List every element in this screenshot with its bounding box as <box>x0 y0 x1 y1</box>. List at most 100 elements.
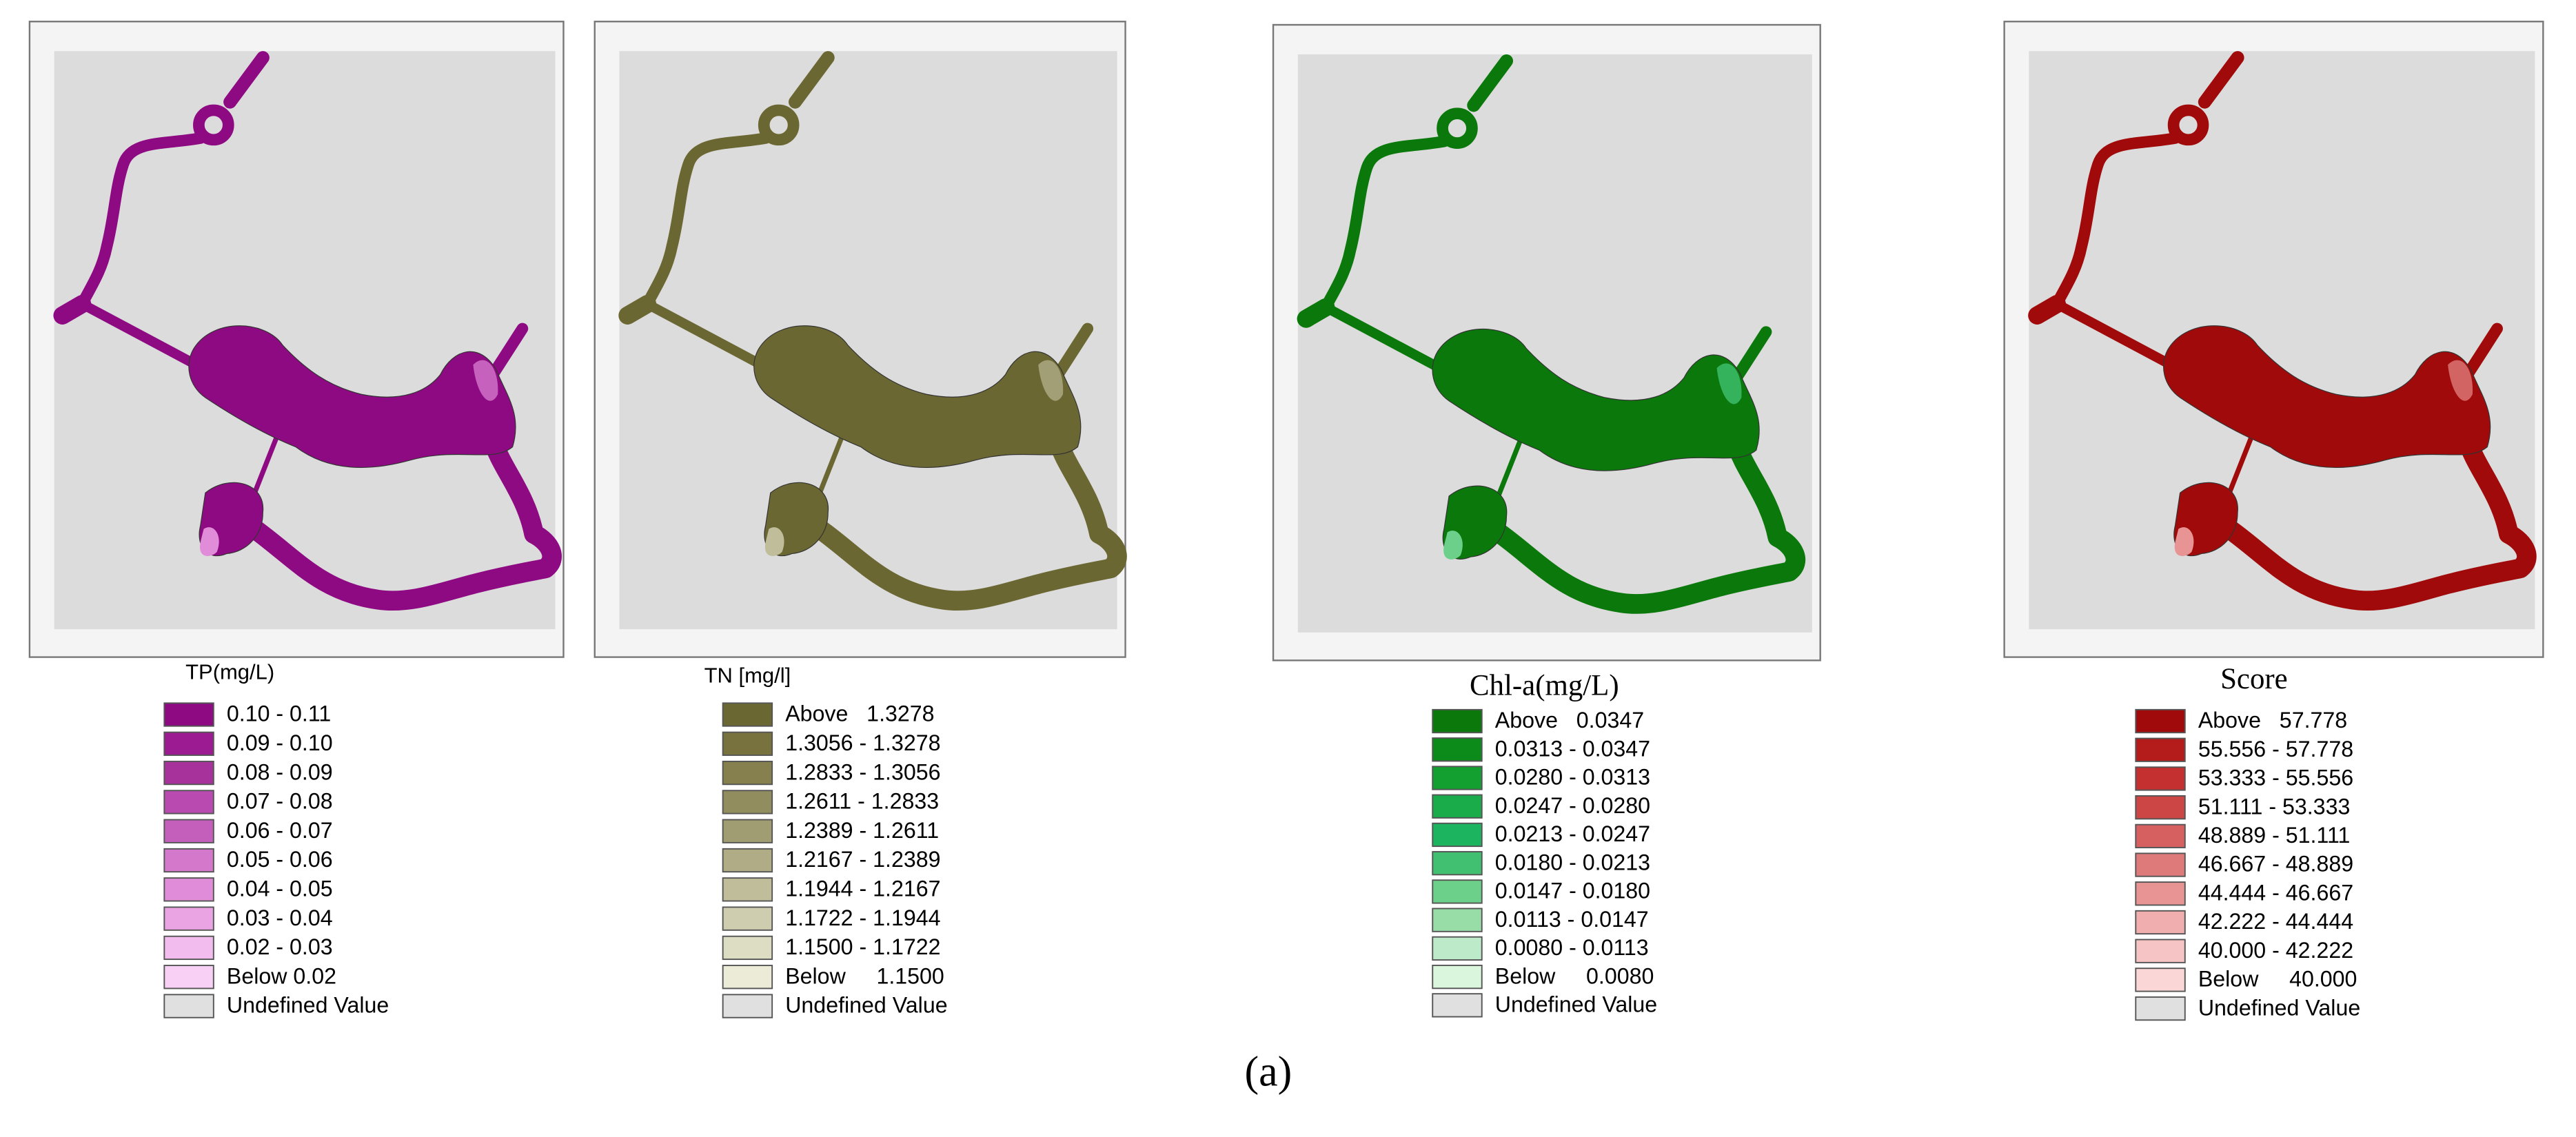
legend-swatch <box>1432 908 1483 932</box>
caption: (a) <box>1245 1049 1292 1096</box>
channel <box>252 428 282 495</box>
legend-label: Undefined Value <box>227 993 389 1018</box>
channel <box>1488 433 1806 614</box>
low-zone <box>2448 360 2473 401</box>
legend-label: Undefined Value <box>2198 995 2360 1020</box>
legend-label: 0.0280 - 0.0313 <box>1495 765 1650 790</box>
legend-label: 1.2389 - 1.2611 <box>785 818 939 843</box>
legend-label: 48.889 - 51.111 <box>2198 823 2351 848</box>
legend-swatch <box>163 877 214 902</box>
channel <box>77 299 211 375</box>
legend-swatch <box>1432 936 1483 961</box>
legend-label: 51.111 - 53.333 <box>2198 794 2351 819</box>
legend-label: Above 0.0347 <box>1495 708 1644 733</box>
low-zone <box>2174 527 2194 557</box>
low-zone <box>473 360 498 401</box>
lake <box>1432 328 1760 471</box>
legend-title: TP(mg/L) <box>185 660 274 684</box>
legend-label: 0.07 - 0.08 <box>227 789 333 814</box>
channel <box>245 430 562 611</box>
legend-label: 0.0080 - 0.0113 <box>1495 935 1649 960</box>
legend-label: 0.03 - 0.04 <box>227 905 333 930</box>
legend-swatch <box>2135 823 2186 848</box>
legend-swatch <box>722 760 773 786</box>
legend-swatch <box>163 935 214 961</box>
legend-label: 1.1722 - 1.1944 <box>785 905 940 930</box>
lake <box>2163 325 2491 468</box>
legend-label: 0.08 - 0.09 <box>227 759 333 784</box>
legend-label: 0.09 - 0.10 <box>227 730 333 755</box>
legend-label: 1.1500 - 1.1722 <box>785 934 940 959</box>
ring-pond <box>193 104 234 146</box>
legend-swatch <box>1432 879 1483 904</box>
legend-swatch <box>722 702 773 727</box>
legend-swatch <box>1432 794 1483 819</box>
legend-swatch <box>722 965 773 990</box>
legend-swatch <box>163 819 214 843</box>
legend-label: 0.10 - 0.11 <box>227 701 331 726</box>
legend-swatch <box>722 790 773 815</box>
ring-pond <box>1437 107 1478 149</box>
legend-label: Below 40.000 <box>2198 967 2357 992</box>
ring-pond <box>2167 104 2209 146</box>
legend-swatch <box>722 994 773 1018</box>
lake <box>188 325 516 468</box>
channel <box>2219 430 2537 611</box>
map-area <box>54 51 556 630</box>
low-zone <box>200 527 219 557</box>
legend-swatch <box>163 994 214 1018</box>
legend-label: 1.1944 - 1.2167 <box>785 877 940 901</box>
legend-label: Below 0.02 <box>227 963 336 988</box>
map-area <box>1297 54 1812 633</box>
legend-label: 55.556 - 57.778 <box>2198 737 2353 761</box>
legend-title: TN [mg/l] <box>704 663 791 687</box>
legend-swatch <box>1432 766 1483 790</box>
water-body <box>2028 51 2537 611</box>
channel <box>642 299 775 375</box>
legend-label: 1.2833 - 1.3056 <box>785 759 940 784</box>
low-zone <box>1716 363 1742 404</box>
legend-swatch <box>1432 822 1483 848</box>
legend-swatch <box>722 731 773 756</box>
legend-label: Below 1.1500 <box>785 963 944 988</box>
legend-swatch <box>163 906 214 931</box>
legend-label: 1.2611 - 1.2833 <box>785 789 939 814</box>
channel <box>817 428 847 495</box>
channel <box>2227 428 2257 495</box>
legend-swatch <box>163 731 214 756</box>
legend-swatch <box>722 877 773 902</box>
legend-label: 40.000 - 42.222 <box>2198 938 2353 963</box>
legend-swatch <box>722 848 773 873</box>
channel <box>2198 51 2244 109</box>
water-body <box>1297 54 1806 614</box>
low-zone <box>1038 360 1064 401</box>
legend-label: 0.06 - 0.07 <box>227 818 333 843</box>
legend-label: Below 0.0080 <box>1495 963 1654 988</box>
legend-label: 42.222 - 44.444 <box>2198 909 2353 934</box>
legend-swatch <box>163 790 214 815</box>
legend-label: Above 1.3278 <box>785 701 934 726</box>
channel <box>2462 322 2503 380</box>
map-area <box>619 51 1117 630</box>
channel <box>1052 322 1094 380</box>
legend-swatch <box>722 906 773 931</box>
legend-swatch <box>1432 851 1483 876</box>
channel <box>2051 132 2181 310</box>
channel <box>1321 302 1454 378</box>
channel <box>788 51 835 109</box>
channel <box>1495 431 1525 499</box>
legend-swatch <box>2135 910 2186 935</box>
channel <box>1319 135 1450 314</box>
legend-label: Undefined Value <box>785 993 947 1018</box>
legend-label: 0.0180 - 0.0213 <box>1495 850 1650 874</box>
legend-swatch <box>1432 737 1483 762</box>
channel <box>487 322 529 380</box>
legend-swatch <box>163 848 214 873</box>
channel <box>809 430 1127 611</box>
legend-label: 53.333 - 55.556 <box>2198 766 2353 790</box>
legend-label: 0.04 - 0.05 <box>227 877 333 901</box>
legend-label: 0.02 - 0.03 <box>227 934 333 959</box>
legend-label: 1.3056 - 1.3278 <box>785 730 940 755</box>
channel <box>2051 299 2185 375</box>
